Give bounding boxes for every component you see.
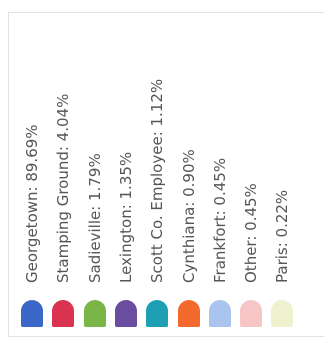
legend-item[interactable]: Stamping Ground: 4.04% [48, 8, 78, 338]
legend-label: Stamping Ground: 4.04% [54, 93, 73, 283]
legend-bottom-border [8, 336, 324, 337]
legend-swatch [208, 300, 231, 327]
legend-swatch [146, 300, 169, 327]
legend-label: Cynthiana: 0.90% [179, 149, 198, 283]
legend-item[interactable]: Scott Co. Employee: 1.12% [142, 8, 172, 338]
legend-item[interactable]: Cynthiana: 0.90% [174, 8, 204, 338]
legend-item[interactable]: Other: 0.45% [236, 8, 266, 338]
legend-label: Paris: 0.22% [273, 189, 292, 283]
legend-swatch [52, 300, 75, 327]
legend-label: Georgetown: 89.69% [23, 124, 41, 283]
legend-item[interactable]: Frankfort: 0.45% [205, 8, 235, 338]
legend-label: Sadieville: 1.79% [85, 153, 104, 283]
legend-item[interactable]: Georgetown: 89.69% [17, 8, 47, 338]
legend-swatch [271, 300, 294, 327]
legend-item[interactable]: Sadieville: 1.79% [80, 8, 110, 338]
legend-label: Scott Co. Employee: 1.12% [148, 78, 167, 283]
legend-label: Frankfort: 0.45% [210, 157, 229, 283]
legend-label: Lexington: 1.35% [116, 151, 135, 283]
legend-label: Other: 0.45% [242, 183, 261, 283]
legend-left-border [8, 12, 9, 337]
legend-swatch [177, 300, 200, 327]
legend-swatch [83, 300, 106, 327]
legend-swatch [114, 300, 137, 327]
legend-item[interactable]: Lexington: 1.35% [111, 8, 141, 338]
legend-swatch [21, 300, 43, 327]
legend-top-border [8, 12, 324, 13]
legend-swatch [240, 300, 263, 327]
legend-item[interactable]: Paris: 0.22% [267, 8, 297, 338]
